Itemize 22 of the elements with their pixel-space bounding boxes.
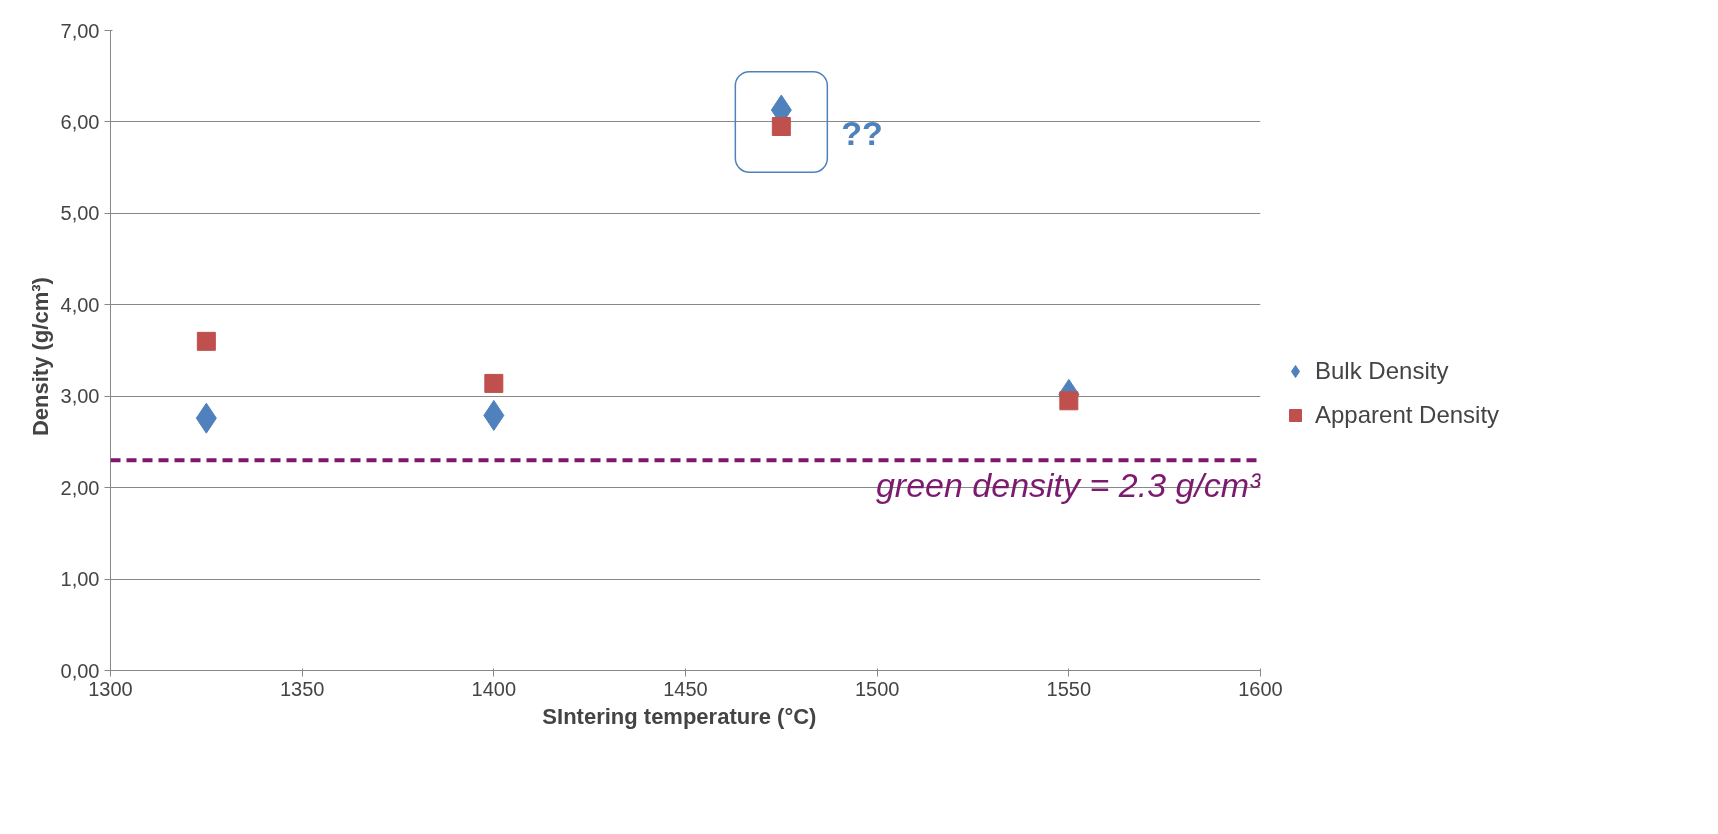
y-axis-title: Density (g/cm³) — [27, 277, 53, 437]
y-tick-label: 7,00 — [60, 19, 100, 42]
x-tick-label: 1400 — [471, 677, 517, 700]
x-tick-label: 1500 — [854, 677, 900, 700]
y-tick-label: 5,00 — [60, 202, 100, 225]
x-tick-label: 1450 — [663, 677, 708, 700]
y-tick-label: 1,00 — [60, 568, 100, 591]
y-tick-label: 4,00 — [60, 293, 100, 316]
point — [771, 117, 791, 136]
x-tick-label: 1550 — [1046, 677, 1092, 700]
point — [484, 373, 504, 393]
y-tick-label: 3,00 — [60, 385, 100, 408]
x-tick-label: 1600 — [1238, 677, 1283, 700]
ref-line-label: green density = 2.3 g/cm³ — [875, 466, 1263, 505]
y-tick-label: 6,00 — [60, 110, 100, 133]
y-tick-label: 2,00 — [60, 476, 100, 499]
point — [196, 331, 216, 351]
x-tick-label: 1350 — [279, 677, 325, 700]
annotation: ?? — [841, 113, 883, 152]
x-axis-title: SIntering temperature (°C) — [542, 703, 817, 729]
legend-label: Bulk Density — [1315, 357, 1449, 385]
legend-label: Apparent Density — [1315, 401, 1500, 429]
